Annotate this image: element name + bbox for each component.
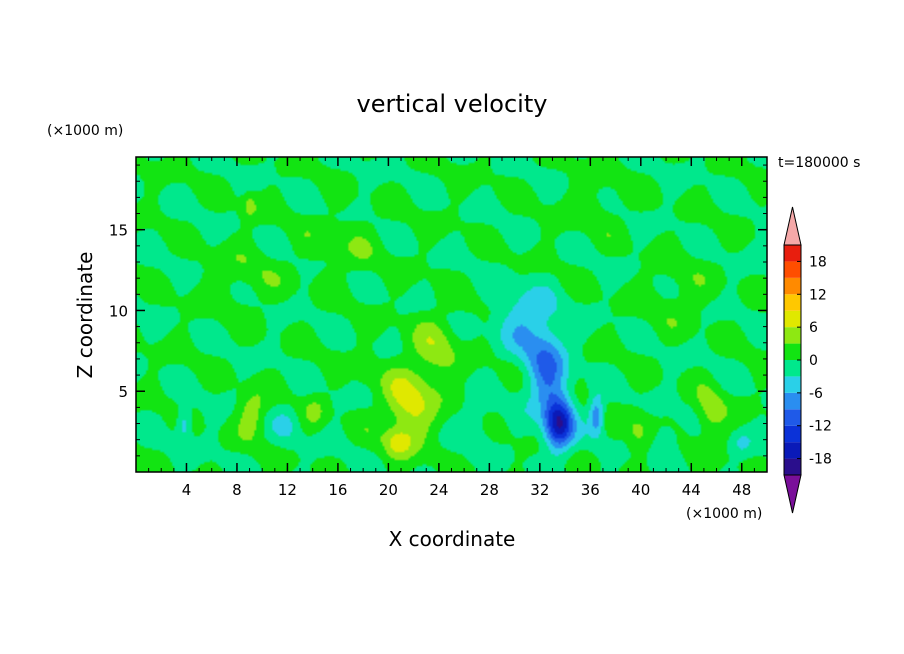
x-tick-label: 4 (182, 481, 192, 499)
colorbar-band (784, 327, 801, 344)
colorbar-band (784, 261, 801, 278)
colorbar-band (784, 277, 801, 295)
colorbar-band (784, 442, 801, 459)
colorbar-band (784, 376, 801, 393)
x-tick-label: 28 (480, 481, 499, 499)
colorbar-tick-label: 0 (809, 353, 818, 369)
x-tick-label: 24 (429, 481, 448, 499)
x-tick-label: 12 (278, 481, 297, 499)
time-label: t=180000 s (778, 155, 860, 171)
velocity-field (136, 157, 767, 472)
colorbar-band (784, 360, 801, 377)
plot-area (135, 156, 768, 473)
colorbar-band (784, 310, 801, 328)
colorbar: 18 12 6 0 -6 -12 -18 (783, 206, 832, 514)
colorbar-band (784, 458, 801, 475)
x-tick-label: 20 (379, 481, 398, 499)
colorbar-top-arrow (783, 206, 802, 246)
x-tick-label: 40 (631, 481, 650, 499)
colorbar-tick-label: -12 (809, 419, 832, 435)
colorbar-band (784, 392, 801, 410)
x-tick-label: 16 (328, 481, 347, 499)
colorbar-band (784, 409, 801, 426)
colorbar-tick-label: 6 (809, 320, 818, 336)
x-tick-label: 48 (732, 481, 751, 499)
y-axis-label: Z coordinate (73, 252, 97, 379)
colorbar-tick-label: 18 (809, 254, 827, 270)
x-tick-label: 36 (581, 481, 600, 499)
colorbar-tick-label: -18 (809, 452, 832, 468)
x-unit-label: (×1000 m) (686, 506, 762, 522)
y-tick-label: 10 (109, 302, 128, 320)
colorbar-band (784, 343, 801, 360)
colorbar-bottom-arrow (783, 474, 802, 514)
x-tick-label: 44 (682, 481, 701, 499)
colorbar-tick-label: -6 (809, 386, 823, 402)
colorbar-tick-label: 12 (809, 287, 827, 303)
y-tick-label: 5 (118, 383, 128, 401)
chart-title: vertical velocity (357, 90, 548, 118)
colorbar-band (784, 245, 801, 262)
x-tick-label: 32 (530, 481, 549, 499)
y-tick-label: 15 (109, 222, 128, 240)
x-tick-label: 8 (232, 481, 242, 499)
x-axis-label: X coordinate (389, 527, 516, 551)
colorbar-band (784, 425, 801, 443)
y-unit-label: (×1000 m) (47, 123, 123, 139)
colorbar-band (784, 294, 801, 311)
